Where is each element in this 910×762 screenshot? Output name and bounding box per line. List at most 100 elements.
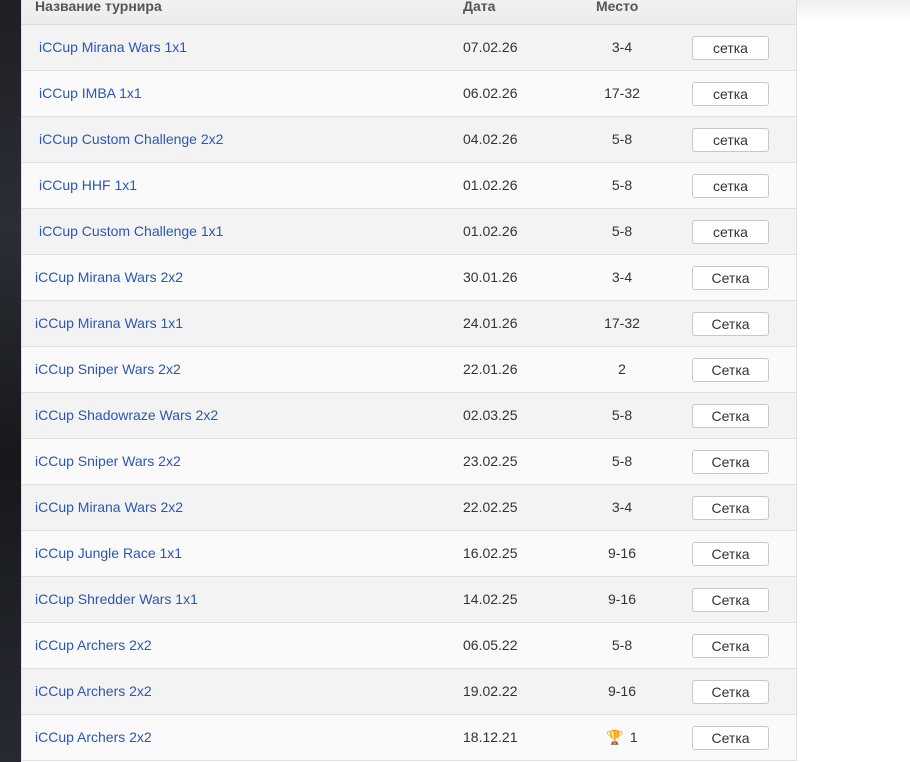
tournament-link[interactable]: iCCup Archers 2x2 xyxy=(35,683,152,699)
bracket-button[interactable]: сетка xyxy=(692,220,769,244)
bracket-button[interactable]: Сетка xyxy=(692,404,769,428)
bracket-button[interactable]: Сетка xyxy=(692,358,769,382)
tournament-date: 22.01.26 xyxy=(463,361,518,377)
table-row: iCCup HHF 1x1 01.02.26 5-8 сетка xyxy=(22,163,796,209)
tournament-place: 17-32 xyxy=(562,85,682,101)
bracket-button[interactable]: Сетка xyxy=(692,588,769,612)
place-value: 2 xyxy=(618,361,626,377)
tournament-place: 3-4 xyxy=(562,269,682,285)
header-name[interactable]: Название турнира xyxy=(35,0,162,14)
tournament-link[interactable]: iCCup Archers 2x2 xyxy=(35,729,152,745)
place-value: 5-8 xyxy=(611,223,633,239)
tournament-place: 9-16 xyxy=(562,545,682,561)
header-date[interactable]: Дата xyxy=(463,0,496,14)
tournament-link[interactable]: iCCup Shredder Wars 1x1 xyxy=(35,591,198,607)
table-header: Название турнира Дата Место xyxy=(22,0,796,25)
place-value: 5-8 xyxy=(611,407,633,423)
place-value: 9-16 xyxy=(607,683,637,699)
place-value: 1 xyxy=(629,729,638,745)
place-value: 3-4 xyxy=(611,269,633,285)
tournament-table: Название турнира Дата Место iCCup Mirana… xyxy=(21,0,797,761)
tournament-date: 23.02.25 xyxy=(463,453,518,469)
tournament-link[interactable]: iCCup Sniper Wars 2x2 xyxy=(35,361,181,377)
bracket-button[interactable]: Сетка xyxy=(692,634,769,658)
bracket-button[interactable]: Сетка xyxy=(692,266,769,290)
tournament-date: 30.01.26 xyxy=(463,269,518,285)
table-row: iCCup Shadowraze Wars 2x2 02.03.25 5-8 С… xyxy=(22,393,796,439)
place-value: 3-4 xyxy=(611,39,633,55)
header-place[interactable]: Место xyxy=(596,0,639,14)
tournament-link[interactable]: iCCup Shadowraze Wars 2x2 xyxy=(35,407,219,423)
place-value: 5-8 xyxy=(611,177,633,193)
table-row: iCCup Mirana Wars 1x1 07.02.26 3-4 сетка xyxy=(22,25,796,71)
table-row: iCCup Mirana Wars 1x1 24.01.26 17-32 Сет… xyxy=(22,301,796,347)
tournament-date: 18.12.21 xyxy=(463,729,518,745)
bracket-button[interactable]: Сетка xyxy=(692,726,769,750)
place-value: 5-8 xyxy=(611,453,633,469)
tournament-date: 14.02.25 xyxy=(463,591,518,607)
tournament-place: 17-32 xyxy=(562,315,682,331)
tournament-link[interactable]: iCCup Mirana Wars 2x2 xyxy=(35,499,184,515)
tournament-place: 9-16 xyxy=(562,683,682,699)
tournament-date: 22.02.25 xyxy=(463,499,518,515)
table-row: iCCup Sniper Wars 2x2 22.01.26 2 Сетка xyxy=(22,347,796,393)
tournament-link[interactable]: iCCup Archers 2x2 xyxy=(35,637,152,653)
tournament-place: 5-8 xyxy=(562,637,682,653)
bracket-button[interactable]: Сетка xyxy=(692,450,769,474)
place-value: 17-32 xyxy=(604,315,640,331)
tournament-place: 2 xyxy=(562,361,682,377)
table-row: iCCup Archers 2x2 18.12.21 🏆 1 Сетка xyxy=(22,715,796,761)
table-row: iCCup Mirana Wars 2x2 22.02.25 3-4 Сетка xyxy=(22,485,796,531)
tournament-link[interactable]: iCCup HHF 1x1 xyxy=(39,177,138,193)
tournament-link[interactable]: iCCup Jungle Race 1x1 xyxy=(35,545,183,561)
table-row: iCCup Archers 2x2 19.02.22 9-16 Сетка xyxy=(22,669,796,715)
tournament-date: 06.05.22 xyxy=(463,637,518,653)
trophy-icon: 🏆 xyxy=(606,729,624,745)
tournament-place: 5-8 xyxy=(562,407,682,423)
bracket-button[interactable]: сетка xyxy=(692,82,769,106)
tournament-date: 16.02.25 xyxy=(463,545,518,561)
bracket-button[interactable]: сетка xyxy=(692,36,769,60)
table-row: iCCup Shredder Wars 1x1 14.02.25 9-16 Се… xyxy=(22,577,796,623)
tournament-place: 9-16 xyxy=(562,591,682,607)
tournament-date: 19.02.22 xyxy=(463,683,518,699)
place-value: 5-8 xyxy=(611,637,633,653)
table-row: iCCup Jungle Race 1x1 16.02.25 9-16 Сетк… xyxy=(22,531,796,577)
tournament-date: 24.01.26 xyxy=(463,315,518,331)
tournament-place: 5-8 xyxy=(562,223,682,239)
tournament-date: 01.02.26 xyxy=(463,177,518,193)
tournament-date: 06.02.26 xyxy=(463,85,518,101)
tournament-date: 04.02.26 xyxy=(463,131,518,147)
tournament-place: 3-4 xyxy=(562,39,682,55)
tournament-date: 01.02.26 xyxy=(463,223,518,239)
place-value: 3-4 xyxy=(611,499,633,515)
tournament-place: 5-8 xyxy=(562,177,682,193)
place-value: 9-16 xyxy=(607,545,637,561)
table-row: iCCup Custom Challenge 2x2 04.02.26 5-8 … xyxy=(22,117,796,163)
tournament-date: 02.03.25 xyxy=(463,407,518,423)
bracket-button[interactable]: Сетка xyxy=(692,496,769,520)
place-value: 5-8 xyxy=(611,131,633,147)
tournament-place: 🏆 1 xyxy=(562,729,682,746)
tournament-link[interactable]: iCCup Custom Challenge 2x2 xyxy=(39,131,224,147)
bracket-button[interactable]: сетка xyxy=(692,128,769,152)
tournament-link[interactable]: iCCup Mirana Wars 1x1 xyxy=(35,315,184,331)
bracket-button[interactable]: сетка xyxy=(692,174,769,198)
table-row: iCCup IMBA 1x1 06.02.26 17-32 сетка xyxy=(22,71,796,117)
tournament-link[interactable]: iCCup Mirana Wars 2x2 xyxy=(35,269,184,285)
table-row: iCCup Archers 2x2 06.05.22 5-8 Сетка xyxy=(22,623,796,669)
place-value: 9-16 xyxy=(607,591,637,607)
bracket-button[interactable]: Сетка xyxy=(692,680,769,704)
tournament-link[interactable]: iCCup Custom Challenge 1x1 xyxy=(39,223,224,239)
tournament-place: 3-4 xyxy=(562,499,682,515)
tournament-place: 5-8 xyxy=(562,131,682,147)
tournament-link[interactable]: iCCup Mirana Wars 1x1 xyxy=(39,39,188,55)
place-value: 17-32 xyxy=(604,85,640,101)
table-row: iCCup Custom Challenge 1x1 01.02.26 5-8 … xyxy=(22,209,796,255)
tournament-link[interactable]: iCCup IMBA 1x1 xyxy=(39,85,142,101)
bracket-button[interactable]: Сетка xyxy=(692,312,769,336)
header-shadow xyxy=(796,0,910,20)
bracket-button[interactable]: Сетка xyxy=(692,542,769,566)
tournament-link[interactable]: iCCup Sniper Wars 2x2 xyxy=(35,453,181,469)
table-row: iCCup Mirana Wars 2x2 30.01.26 3-4 Сетка xyxy=(22,255,796,301)
